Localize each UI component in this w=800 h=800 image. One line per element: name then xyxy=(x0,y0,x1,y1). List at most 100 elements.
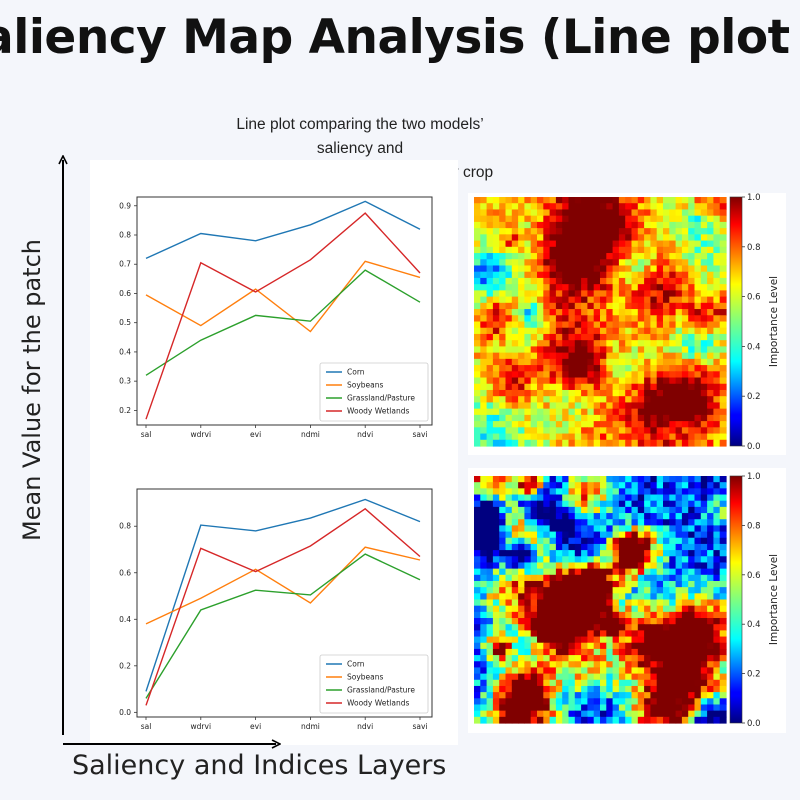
heatmap-cell xyxy=(593,433,601,441)
heatmap-cell xyxy=(530,630,538,638)
heatmap-cell xyxy=(681,389,689,397)
heatmap-cell xyxy=(606,371,614,379)
heatmap-cell xyxy=(492,506,500,514)
heatmap-cell xyxy=(511,556,519,564)
heatmap-cell xyxy=(549,648,557,656)
heatmap-cell xyxy=(688,340,696,347)
heatmap-cell xyxy=(644,271,651,279)
heatmap-cell xyxy=(568,506,576,514)
heatmap-cell xyxy=(505,290,513,298)
heatmap-cell xyxy=(574,636,582,644)
heatmap-cell xyxy=(663,421,670,428)
heatmap-cell xyxy=(499,433,507,441)
heatmap-cell xyxy=(625,197,633,204)
heatmap-cell xyxy=(537,321,544,329)
heatmap-cell xyxy=(530,580,538,588)
heatmap-cell xyxy=(524,414,532,422)
heatmap-cell xyxy=(707,513,714,520)
heatmap-cell xyxy=(480,648,488,656)
heatmap-cell xyxy=(612,525,620,533)
heatmap-cell xyxy=(719,433,727,441)
x-tick-label: ndmi xyxy=(301,722,320,731)
heatmap-cell xyxy=(555,599,563,607)
heatmap-cell xyxy=(593,315,601,323)
heatmap-cell xyxy=(688,611,696,619)
heatmap-cell xyxy=(656,371,664,379)
heatmap-cell xyxy=(581,599,588,607)
heatmap-cell xyxy=(675,271,683,279)
heatmap-cell xyxy=(587,439,595,447)
heatmap-cell xyxy=(543,302,551,310)
heatmap-cell xyxy=(581,692,588,699)
heatmap-cell xyxy=(492,698,500,706)
heatmap-cell xyxy=(574,427,582,435)
heatmap-cell xyxy=(637,265,645,273)
heatmap-cell xyxy=(486,433,494,441)
heatmap-cell xyxy=(681,197,689,204)
heatmap-cell xyxy=(694,543,702,551)
heatmap-cell xyxy=(549,704,557,712)
heatmap-cell xyxy=(555,421,563,428)
heatmap-cell xyxy=(537,265,544,273)
heatmap-cell xyxy=(574,710,582,718)
heatmap-cell xyxy=(713,197,721,204)
heatmap-cell xyxy=(505,537,513,545)
heatmap-cell xyxy=(555,513,563,520)
heatmap-cell xyxy=(625,240,633,248)
heatmap-cell xyxy=(562,271,570,279)
heatmap-cell xyxy=(537,605,544,613)
heatmap-cell xyxy=(700,618,708,625)
heatmap-cell xyxy=(631,221,639,229)
heatmap-cell xyxy=(518,648,525,656)
heatmap-cell xyxy=(719,234,727,242)
heatmap-cell xyxy=(486,265,494,273)
heatmap-cell xyxy=(625,599,633,607)
heatmap-cell xyxy=(518,358,525,366)
heatmap-cell xyxy=(474,476,481,483)
heatmap-cell xyxy=(524,371,532,379)
heatmap-cell xyxy=(505,265,513,273)
heatmap-cell xyxy=(694,642,702,650)
heatmap-cell xyxy=(549,246,557,254)
heatmap-cell xyxy=(499,494,507,502)
heatmap-cell xyxy=(530,408,538,416)
heatmap-cell xyxy=(650,519,658,526)
heatmap-cell xyxy=(713,698,721,706)
heatmap-cell xyxy=(499,636,507,644)
series-line-soybeans xyxy=(145,260,421,333)
heatmap-cell xyxy=(480,661,488,669)
heatmap-cell xyxy=(511,352,519,360)
heatmap-cell xyxy=(600,427,607,435)
heatmap-cell xyxy=(631,228,639,235)
heatmap-cell xyxy=(568,414,576,422)
heatmap-cell xyxy=(568,679,576,687)
heatmap-cell xyxy=(593,661,601,669)
heatmap-cell xyxy=(593,389,601,397)
colorbar-tick-label: 0.4 xyxy=(747,342,761,352)
heatmap-cell xyxy=(681,383,689,391)
heatmap-cell xyxy=(656,408,664,416)
heatmap-cell xyxy=(511,500,519,508)
heatmap-cell xyxy=(618,655,626,662)
heatmap-cell xyxy=(486,506,494,514)
heatmap-cell xyxy=(669,673,677,681)
heatmap-cell xyxy=(555,290,563,298)
heatmap-cell xyxy=(606,296,614,304)
heatmap-cell xyxy=(612,476,620,483)
heatmap-cell xyxy=(618,673,626,681)
heatmap-cell xyxy=(499,396,507,404)
heatmap-cell xyxy=(518,228,525,235)
heatmap-cell xyxy=(593,624,601,631)
heatmap-cell xyxy=(663,302,670,310)
heatmap-cell xyxy=(631,500,639,508)
heatmap-cell xyxy=(688,377,696,385)
heatmap-cell xyxy=(555,587,563,594)
heatmap-cell xyxy=(530,679,538,687)
heatmap-cell xyxy=(511,203,519,211)
heatmap-cell xyxy=(656,667,664,675)
heatmap-cell xyxy=(511,519,519,526)
heatmap-cell xyxy=(681,315,689,323)
heatmap-cell xyxy=(568,716,576,724)
heatmap-cell xyxy=(568,309,576,316)
heatmap-cell xyxy=(719,624,727,631)
